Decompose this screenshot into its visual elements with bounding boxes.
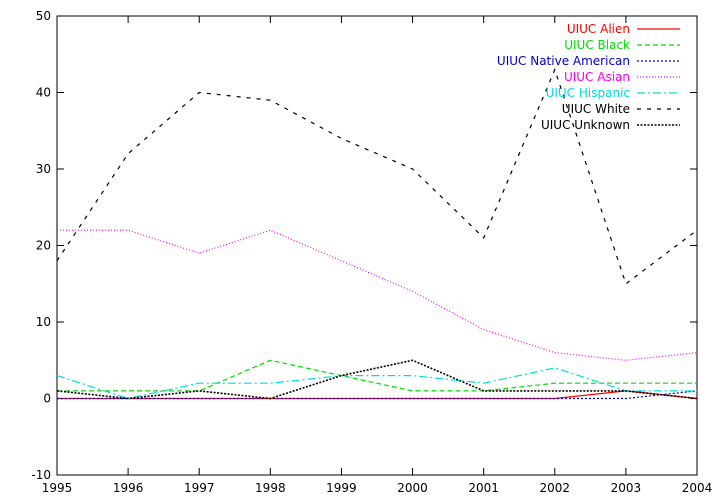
- legend: UIUC Alien UIUC Black UIUC Native American…: [497, 22, 680, 132]
- series-line-uiuc-alien: [57, 390, 698, 400]
- x-tick-label: 2003: [611, 481, 642, 495]
- x-tick-label: 1999: [326, 481, 357, 495]
- series-line-uiuc-black: [57, 359, 697, 392]
- series-line-uiuc-native-american: [57, 390, 698, 400]
- x-tick-label: 1998: [255, 481, 286, 495]
- x-tick-label: 1996: [113, 481, 144, 495]
- axis-ticks: -10 0 10 20 30 40 50 1995 1996 1997 1998 1999 2000 20…: [31, 9, 712, 495]
- y-tick-label: -10: [31, 468, 51, 482]
- legend-label-uiuc-asian: UIUC Asian: [564, 70, 630, 84]
- series-line-uiuc-asian: [57, 229, 698, 361]
- legend-label-uiuc-black: UIUC Black: [564, 38, 630, 52]
- legend-label-uiuc-white: UIUC White: [562, 102, 630, 116]
- y-tick-label: 40: [36, 86, 51, 100]
- x-tick-label: 1997: [184, 481, 215, 495]
- legend-label-uiuc-native-american: UIUC Native American: [497, 54, 630, 68]
- x-tick-label: 1995: [42, 481, 73, 495]
- y-tick-label: 30: [36, 162, 51, 176]
- plot-border: [56, 15, 698, 476]
- x-tick-label: 2000: [397, 481, 428, 495]
- legend-label-uiuc-alien: UIUC Alien: [567, 22, 630, 36]
- series-line-uiuc-white: [56, 67, 698, 285]
- y-tick-label: 50: [36, 9, 51, 23]
- x-tick-label: 2004: [682, 481, 713, 495]
- x-tick-label: 2001: [468, 481, 499, 495]
- series-layer: [56, 67, 698, 400]
- legend-label-uiuc-hispanic: UIUC Hispanic: [546, 86, 630, 100]
- series-line-uiuc-hispanic: [56, 367, 697, 400]
- legend-label-uiuc-unknown: UIUC Unknown: [541, 118, 630, 132]
- y-tick-label: 10: [36, 315, 51, 329]
- series-line-uiuc-unknown: [56, 359, 698, 400]
- plot-frame: [56, 15, 698, 476]
- x-tick-label: 2002: [540, 481, 571, 495]
- y-tick-label: 20: [36, 239, 51, 253]
- y-tick-label: 0: [43, 392, 51, 406]
